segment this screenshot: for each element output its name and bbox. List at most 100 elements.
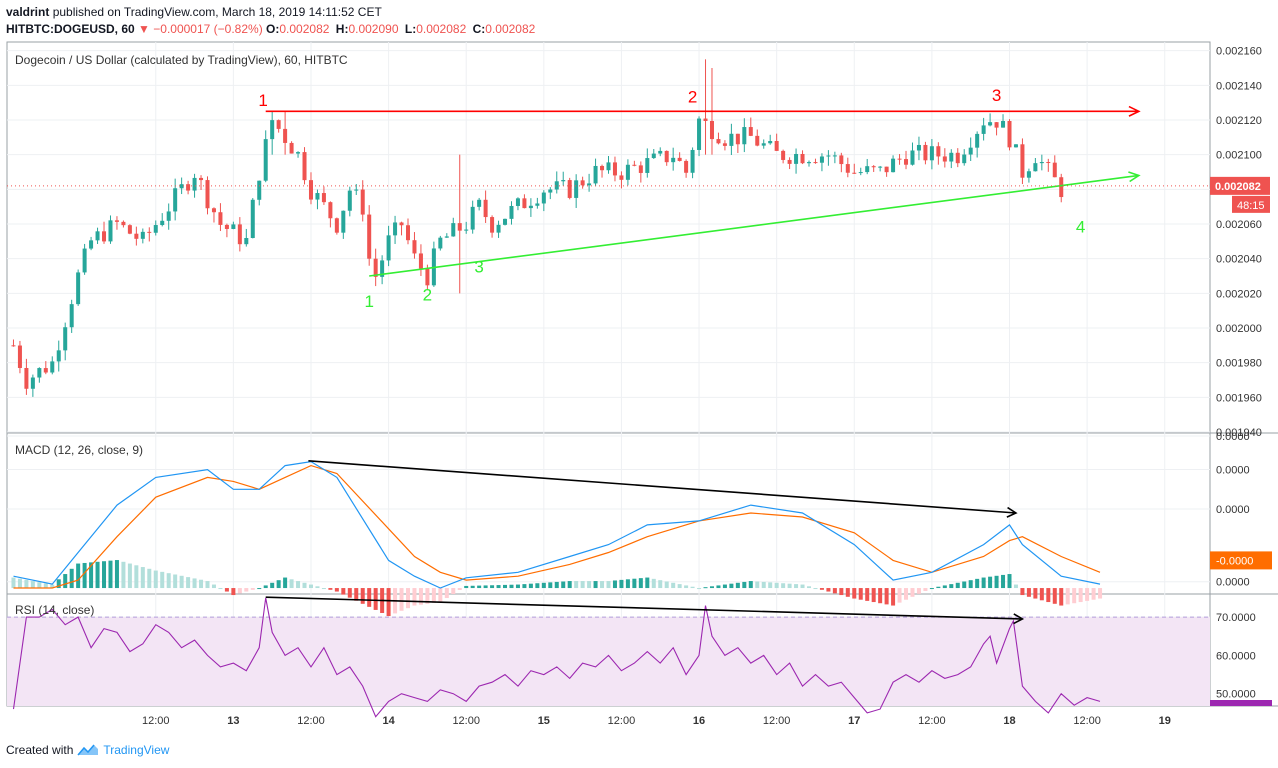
macd-histogram-bar [768, 582, 773, 589]
macd-histogram-bar [114, 560, 119, 589]
macd-histogram-bar [1013, 584, 1018, 589]
macd-histogram-bar [321, 588, 326, 590]
macd-histogram-bar [127, 563, 132, 589]
macd-histogram-bar [962, 581, 967, 589]
change-value: −0.000017 (−0.82%) [153, 22, 263, 36]
candle-body [283, 128, 288, 143]
candle-body [321, 193, 326, 203]
candle-body [373, 258, 378, 277]
candle-body [257, 180, 262, 200]
candle-body [813, 162, 818, 164]
macd-histogram-bar [431, 588, 436, 603]
candle-body [1007, 120, 1012, 148]
macd-histogram-bar [606, 581, 611, 589]
candle-body [1033, 163, 1038, 172]
macd-histogram-bar [30, 581, 35, 589]
macd-histogram-bar [865, 588, 870, 601]
macd-histogram-bar [17, 578, 22, 589]
candle-body [1059, 177, 1064, 198]
macd-last-value: -0.0000 [1216, 555, 1253, 567]
trading-chart[interactable]: 1 2 3 1 2 3 4 12:00 13 12:00 14 12:00 15 12:00 16 12:0… [0, 0, 1278, 740]
macd-histogram-bar [244, 588, 249, 592]
candle-body [483, 199, 488, 218]
price-axis-label: 0.002060 [1216, 219, 1262, 231]
support-line-arrowhead [1128, 171, 1141, 183]
macd-divergence-arrowhead [1006, 506, 1018, 518]
candle-body [367, 214, 372, 259]
macd-histogram-bar [69, 568, 74, 589]
macd-histogram-bar [916, 588, 921, 594]
macd-histogram-bar [186, 577, 191, 589]
macd-histogram-bar [360, 588, 365, 604]
macd-histogram-bar [121, 561, 126, 589]
macd-value-badge [1210, 551, 1272, 570]
macd-histogram-bar [975, 578, 980, 589]
macd-histogram-bar [224, 588, 229, 592]
macd-histogram-bar [211, 584, 216, 589]
candle-body [865, 166, 870, 173]
macd-axis-label: 0.0000 [1216, 465, 1250, 477]
macd-axis-label: 0.0000 [1216, 504, 1250, 516]
rsi-title: RSI (14, close) [15, 603, 94, 617]
candle-body [658, 150, 663, 154]
macd-histogram-bar [451, 588, 456, 594]
candle-body [768, 140, 773, 144]
macd-histogram-bar [192, 578, 197, 589]
candle-body [50, 361, 55, 373]
macd-histogram-bar [179, 575, 184, 589]
macd-histogram-bar [102, 561, 107, 589]
price-axis-label: 0.002020 [1216, 288, 1262, 300]
author-name[interactable]: valdrint [6, 5, 50, 19]
last-price-badge[interactable] [1210, 176, 1270, 195]
candle-body [140, 231, 145, 239]
macd-histogram-bar [645, 577, 650, 589]
tradingview-brand-link[interactable]: TradingView [103, 743, 170, 757]
macd-histogram-bar [871, 588, 876, 603]
candle-body [224, 224, 229, 229]
candle-body [102, 231, 107, 242]
macd-line [13, 460, 1101, 589]
rsi-axis-label: 60.0000 [1216, 650, 1256, 662]
macd-histogram-bar [949, 584, 954, 589]
candle-body [1013, 144, 1018, 148]
macd-histogram-bar [755, 581, 760, 589]
macd-histogram-bar [1033, 588, 1038, 599]
macd-histogram-bar [968, 580, 973, 589]
macd-histogram-bar [923, 588, 928, 591]
candle-body [729, 133, 734, 146]
candle-body [11, 345, 16, 347]
macd-histogram-bar [981, 577, 986, 589]
price-axis-label: 0.002000 [1216, 323, 1262, 335]
macd-histogram-bar [108, 560, 113, 589]
candle-body [76, 272, 81, 305]
candle-body [748, 127, 753, 136]
macd-histogram-bar [263, 585, 268, 589]
macd-histogram-bar [528, 583, 533, 589]
candle-body [580, 180, 585, 186]
macd-histogram-bar [328, 588, 333, 590]
candle-body [270, 120, 275, 140]
candle-body [975, 133, 980, 148]
candle-body [302, 152, 307, 181]
candle-body [425, 268, 430, 286]
rsi-line [12, 597, 1101, 718]
price-axis-label: 0.001980 [1216, 358, 1262, 370]
macd-axis-label: 0.0000 [1216, 431, 1250, 443]
macd-histogram-bar [936, 586, 941, 589]
candle-body [916, 144, 921, 151]
macd-histogram-bar [709, 586, 714, 589]
macd-histogram-bar [580, 581, 585, 589]
candle-body [205, 180, 210, 209]
candle-body [127, 225, 132, 234]
macd-histogram-bar [942, 585, 947, 589]
candle-body [942, 156, 947, 162]
price-axis-label: 0.002120 [1216, 115, 1262, 127]
symbol-label: HITBTC:DOGEUSD, 60 [6, 22, 135, 36]
candle-body [418, 253, 423, 269]
macd-histogram-bar [774, 582, 779, 589]
price-axis-label: 0.002160 [1216, 46, 1262, 58]
candle-body [904, 159, 909, 165]
macd-histogram-bar [477, 585, 482, 589]
time-axis-label: 12:00 [297, 715, 325, 727]
candle-body [179, 184, 184, 189]
